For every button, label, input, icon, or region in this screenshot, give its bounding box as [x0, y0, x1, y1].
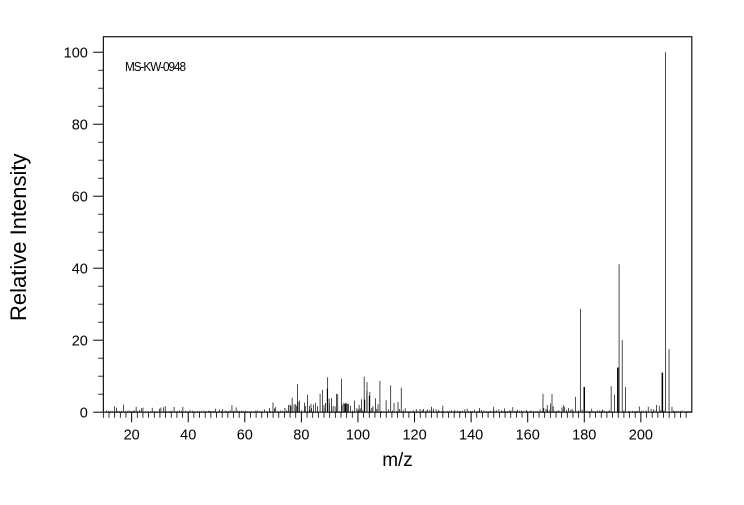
- svg-text:20: 20: [72, 333, 88, 349]
- svg-text:60: 60: [237, 428, 253, 444]
- svg-text:100: 100: [64, 45, 88, 61]
- svg-text:180: 180: [572, 428, 596, 444]
- svg-text:200: 200: [629, 428, 653, 444]
- svg-text:40: 40: [72, 261, 88, 277]
- svg-text:20: 20: [124, 428, 140, 444]
- svg-text:80: 80: [293, 428, 309, 444]
- svg-text:80: 80: [72, 117, 88, 133]
- svg-text:60: 60: [72, 189, 88, 205]
- svg-text:160: 160: [516, 428, 540, 444]
- svg-text:40: 40: [180, 428, 196, 444]
- svg-text:140: 140: [459, 428, 483, 444]
- svg-text:0: 0: [80, 405, 88, 421]
- svg-text:120: 120: [402, 428, 426, 444]
- svg-text:100: 100: [346, 428, 370, 444]
